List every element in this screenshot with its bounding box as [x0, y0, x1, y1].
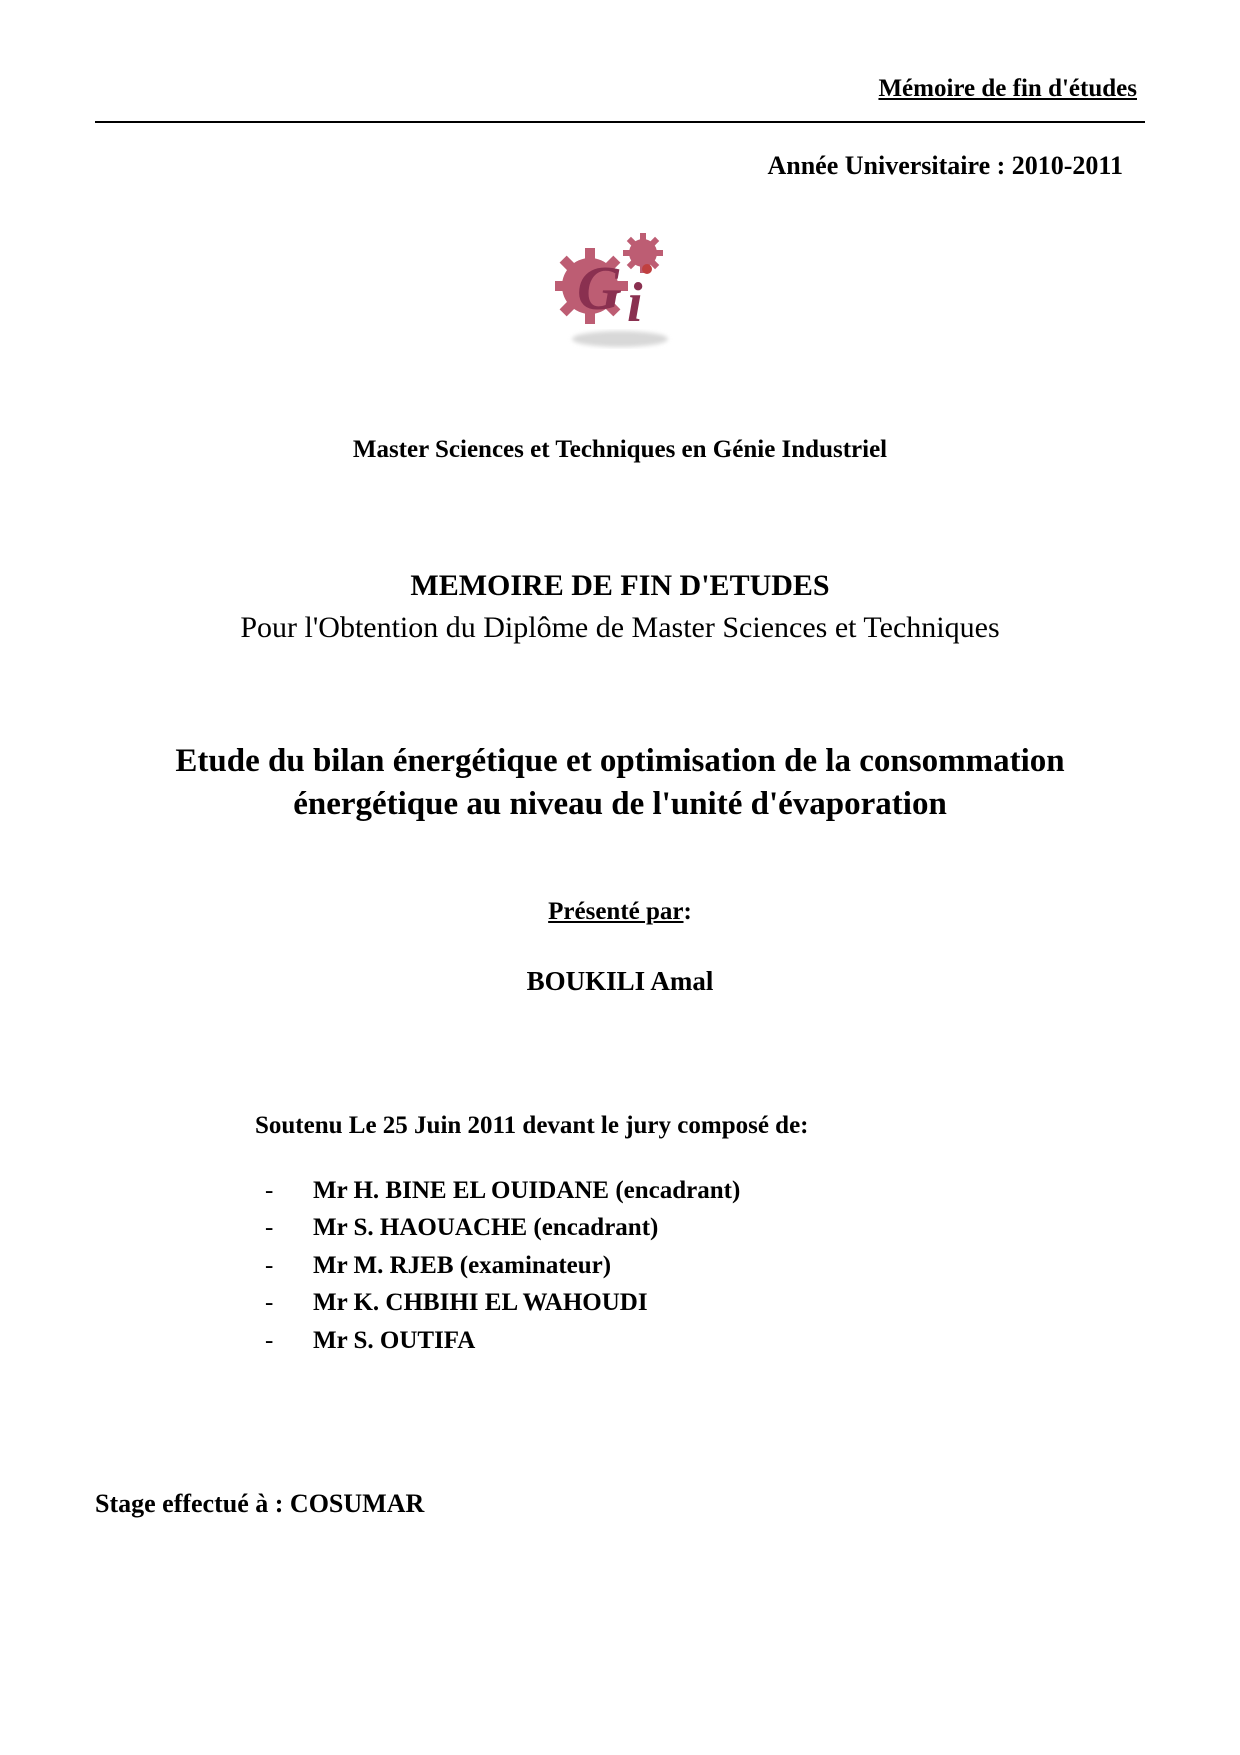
presented-by-colon: :: [684, 898, 692, 925]
header-label: Mémoire de fin d'études: [878, 75, 1145, 102]
author-name: BOUKILI Amal: [95, 966, 1145, 997]
presented-by-text: Présenté par: [548, 898, 683, 925]
program-name: Master Sciences et Techniques en Génie I…: [95, 436, 1145, 464]
jury-member: Mr S. OUTIFA: [265, 1322, 1145, 1360]
stage-info: Stage effectué à : COSUMAR: [95, 1489, 1145, 1519]
academic-year: Année Universitaire : 2010-2011: [95, 151, 1145, 181]
header-section: Mémoire de fin d'études: [95, 75, 1145, 103]
jury-member: Mr S. HAOUACHE (encadrant): [265, 1209, 1145, 1247]
svg-text:G: G: [577, 255, 622, 323]
memoire-subtitle: Pour l'Obtention du Diplôme de Master Sc…: [95, 611, 1145, 645]
defense-info: Soutenu Le 25 Juin 2011 devant le jury c…: [255, 1112, 1145, 1140]
memoire-title: MEMOIRE DE FIN D'ETUDES: [95, 569, 1145, 603]
jury-member: Mr K. CHBIHI EL WAHOUDI: [265, 1284, 1145, 1322]
gi-logo-icon: G i: [555, 231, 685, 351]
header-rule: [95, 121, 1145, 123]
page-content: Mémoire de fin d'études Année Universita…: [0, 0, 1240, 1614]
jury-list: Mr H. BINE EL OUIDANE (encadrant) Mr S. …: [265, 1172, 1145, 1360]
svg-text:i: i: [627, 272, 643, 334]
logo-container: G i: [95, 231, 1145, 356]
thesis-title: Etude du bilan énergétique et optimisati…: [95, 740, 1145, 826]
jury-member: Mr H. BINE EL OUIDANE (encadrant): [265, 1172, 1145, 1210]
jury-member: Mr M. RJEB (examinateur): [265, 1247, 1145, 1285]
presented-by-label: Présenté par:: [95, 898, 1145, 926]
